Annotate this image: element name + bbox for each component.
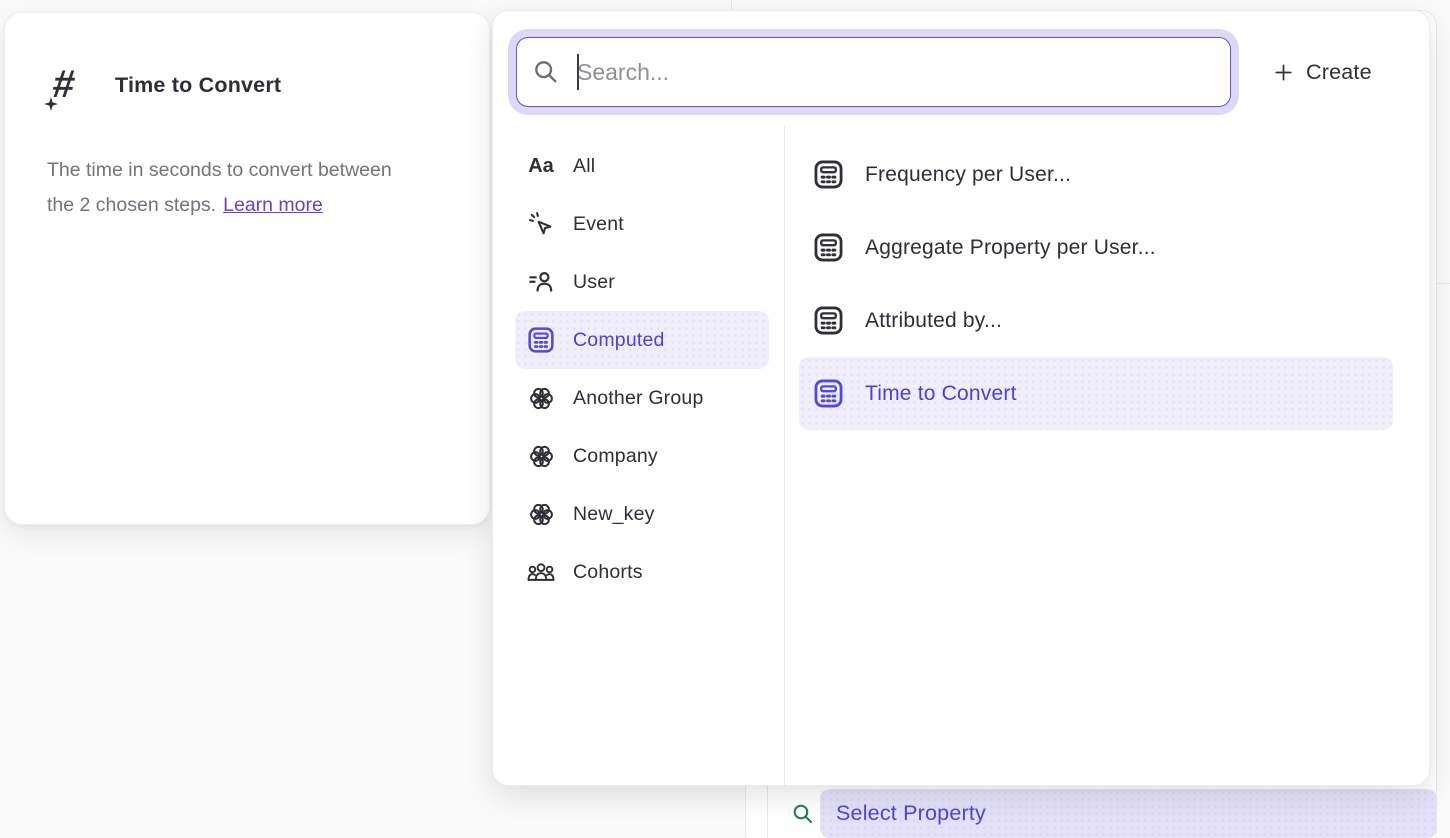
category-label: New_key <box>573 502 655 525</box>
numeric-property-icon: # <box>47 61 91 113</box>
group-icon <box>526 441 556 471</box>
property-item-frequency-per-user[interactable]: Frequency per User... <box>799 138 1393 211</box>
search-icon <box>532 58 560 86</box>
sparkle-icon <box>44 97 58 111</box>
group-icon <box>526 499 556 529</box>
property-label: Time to Convert <box>865 381 1017 405</box>
cohorts-icon <box>526 557 556 587</box>
property-item-attributed-by[interactable]: Attributed by... <box>799 284 1393 357</box>
plus-icon <box>1272 61 1295 84</box>
category-item-event[interactable]: Event <box>515 195 769 253</box>
category-item-company[interactable]: Company <box>515 427 769 485</box>
category-label: User <box>573 270 615 293</box>
background-card-edge <box>731 0 732 10</box>
search-icon-green <box>791 802 815 826</box>
search-field <box>516 37 1231 107</box>
category-item-user[interactable]: User <box>515 253 769 311</box>
property-label: Attributed by... <box>865 308 1003 332</box>
calculator-icon <box>813 305 844 336</box>
tooltip-description: The time in seconds to convert between t… <box>47 159 392 216</box>
text-cursor <box>577 54 579 90</box>
column-divider <box>784 126 785 786</box>
calculator-icon <box>813 159 844 190</box>
background-card-edge <box>1437 283 1450 284</box>
tooltip-card: # Time to Convert The time in seconds to… <box>4 12 490 525</box>
calculator-icon <box>813 378 844 409</box>
property-selector-panel: Create Aa All Event User Computed An <box>492 10 1430 786</box>
category-label: Computed <box>573 328 665 351</box>
text-format-icon: Aa <box>528 154 554 177</box>
user-icon <box>526 267 556 297</box>
category-label: All <box>573 154 596 177</box>
group-icon <box>526 383 556 413</box>
tooltip-title: Time to Convert <box>115 73 282 97</box>
category-label: Event <box>573 212 624 235</box>
category-label: Company <box>573 444 658 467</box>
select-property-label: Select Property <box>836 801 986 825</box>
calculator-icon <box>526 325 556 355</box>
create-button-label: Create <box>1306 59 1372 84</box>
category-label: Cohorts <box>573 560 643 583</box>
property-item-time-to-convert[interactable]: Time to Convert <box>799 357 1393 430</box>
property-label: Aggregate Property per User... <box>865 235 1156 259</box>
category-label: Another Group <box>573 386 704 409</box>
category-item-cohorts[interactable]: Cohorts <box>515 543 769 601</box>
learn-more-link[interactable]: Learn more <box>223 194 323 216</box>
category-item-another-group[interactable]: Another Group <box>515 369 769 427</box>
event-cursor-icon <box>526 209 556 239</box>
property-item-aggregate-property-per-user[interactable]: Aggregate Property per User... <box>799 211 1393 284</box>
background-card-edge <box>767 786 768 838</box>
category-item-all[interactable]: Aa All <box>515 137 769 195</box>
category-item-new-key[interactable]: New_key <box>515 485 769 543</box>
property-label: Frequency per User... <box>865 162 1072 186</box>
search-input[interactable] <box>516 37 1231 107</box>
category-list: Aa All Event User Computed Another Group <box>515 137 769 601</box>
select-property-bar[interactable]: Select Property <box>820 789 1437 838</box>
create-button[interactable]: Create <box>1260 49 1384 95</box>
property-list: Frequency per User... Aggregate Property… <box>799 138 1393 430</box>
calculator-icon <box>813 232 844 263</box>
category-item-computed[interactable]: Computed <box>515 311 769 369</box>
